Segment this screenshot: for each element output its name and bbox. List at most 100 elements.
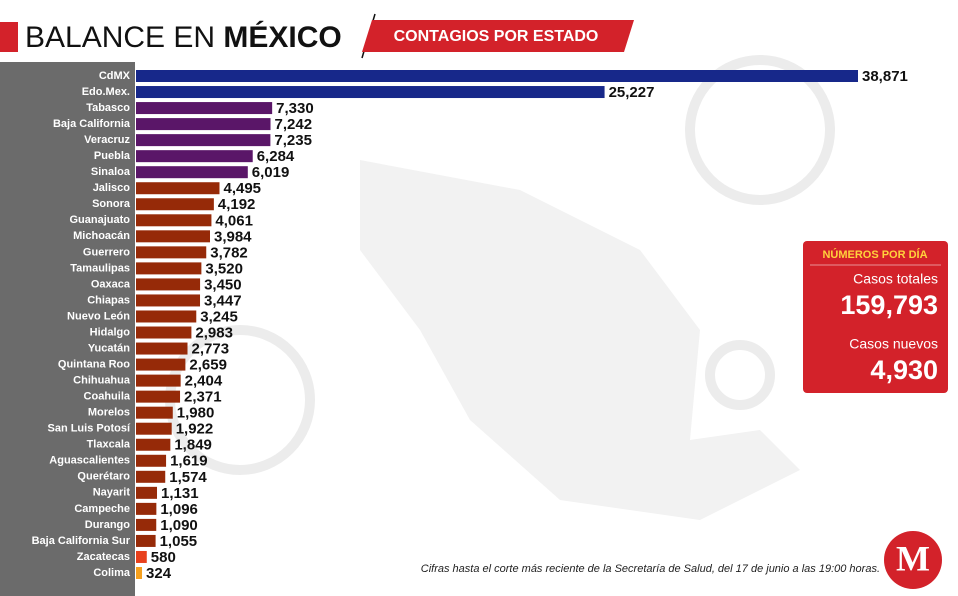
category-label: Chiapas (87, 294, 130, 306)
value-label: 4,192 (218, 196, 256, 213)
value-label: 1,619 (170, 453, 208, 470)
bar (136, 310, 197, 323)
category-label: Zacatecas (77, 551, 130, 563)
category-label: Hidalgo (90, 326, 131, 338)
category-label: Tamaulipas (70, 262, 130, 274)
bar (136, 374, 181, 387)
category-label: Nuevo León (67, 310, 130, 322)
bar (136, 214, 212, 227)
value-label: 1,090 (160, 517, 198, 534)
value-label: 3,782 (210, 244, 248, 261)
map-silhouette (360, 160, 800, 520)
value-label: 1,980 (177, 405, 215, 422)
label-panel (0, 62, 135, 596)
value-label: 2,371 (184, 389, 222, 406)
value-label: 4,061 (215, 212, 253, 229)
category-label: Guanajuato (69, 214, 130, 226)
category-label: Colima (93, 567, 131, 579)
value-label: 3,245 (200, 308, 238, 325)
category-label: Baja California Sur (32, 535, 131, 547)
new-value: 4,930 (870, 355, 938, 385)
bar (136, 278, 201, 291)
bar (136, 422, 172, 435)
category-label: CdMX (99, 70, 131, 82)
bar (136, 182, 220, 195)
bar (136, 262, 202, 275)
category-label: Edo.Mex. (82, 86, 130, 98)
bar (136, 534, 156, 547)
category-label: Morelos (88, 407, 130, 419)
category-label: Yucatán (88, 342, 130, 354)
chart-title: BALANCE EN MÉXICO (25, 20, 342, 54)
logo: M (896, 538, 930, 578)
logo-circle (884, 531, 942, 589)
value-label: 2,983 (195, 324, 233, 341)
value-label: 2,404 (185, 373, 223, 390)
bar (136, 454, 167, 467)
category-label: Sonora (92, 198, 131, 210)
category-label: Coahuila (84, 391, 131, 403)
category-label: Sinaloa (91, 166, 131, 178)
value-label: 4,495 (223, 180, 261, 197)
bar (136, 118, 271, 131)
total-value: 159,793 (840, 290, 938, 320)
bar (136, 502, 157, 515)
subtitle: CONTAGIOS POR ESTADO (394, 28, 599, 45)
value-label: 2,659 (189, 357, 227, 374)
bar (136, 198, 214, 211)
bar (136, 550, 147, 563)
value-label: 7,235 (274, 132, 312, 149)
title-accent (0, 22, 18, 52)
category-label: Tabasco (86, 102, 130, 114)
value-label: 6,019 (252, 164, 290, 181)
category-label: Oaxaca (91, 278, 131, 290)
bar (136, 406, 173, 419)
value-label: 1,055 (160, 533, 198, 550)
bar (136, 470, 166, 483)
bar (136, 86, 605, 99)
category-label: San Luis Potosí (47, 423, 130, 435)
total-label: Casos totales (853, 271, 938, 287)
bar (136, 70, 858, 82)
category-label: Jalisco (93, 182, 131, 194)
value-label: 324 (146, 565, 172, 582)
bar (136, 246, 207, 259)
bar (136, 102, 273, 115)
category-label: Puebla (94, 150, 131, 162)
value-label: 7,242 (275, 116, 313, 133)
value-label: 3,447 (204, 292, 242, 309)
value-label: 38,871 (862, 68, 908, 85)
footnote: Cifras hasta el corte más reciente de la… (421, 563, 880, 575)
category-label: Durango (85, 519, 131, 531)
bar (136, 326, 192, 339)
bar (136, 150, 253, 163)
value-label: 1,922 (176, 421, 214, 438)
bar (136, 518, 157, 531)
summary-background (803, 241, 948, 393)
bar (136, 567, 143, 579)
bar (136, 166, 248, 179)
summary-heading: NÚMEROS POR DÍA (822, 248, 927, 261)
value-label: 3,984 (214, 228, 252, 245)
value-label: 2,773 (192, 341, 230, 358)
subtitle-banner (362, 20, 634, 52)
value-label: 3,450 (204, 276, 242, 293)
summary-box: NÚMEROS POR DÍA Casos totales 159,793 Ca… (803, 241, 948, 393)
category-label: Baja California (53, 118, 131, 130)
value-label: 7,330 (276, 100, 314, 117)
category-label: Nayarit (93, 487, 131, 499)
value-label: 580 (151, 549, 176, 566)
category-label: Quintana Roo (58, 358, 130, 370)
value-label: 1,096 (160, 501, 198, 518)
category-label: Veracruz (84, 134, 130, 146)
bar (136, 342, 188, 355)
category-label: Campeche (74, 503, 130, 515)
bar (136, 230, 210, 243)
value-label: 1,574 (169, 469, 207, 486)
category-label: Tlaxcala (87, 439, 131, 451)
bar (136, 358, 186, 371)
bar (136, 486, 158, 499)
value-label: 25,227 (609, 84, 655, 101)
category-label: Querétaro (77, 471, 130, 483)
